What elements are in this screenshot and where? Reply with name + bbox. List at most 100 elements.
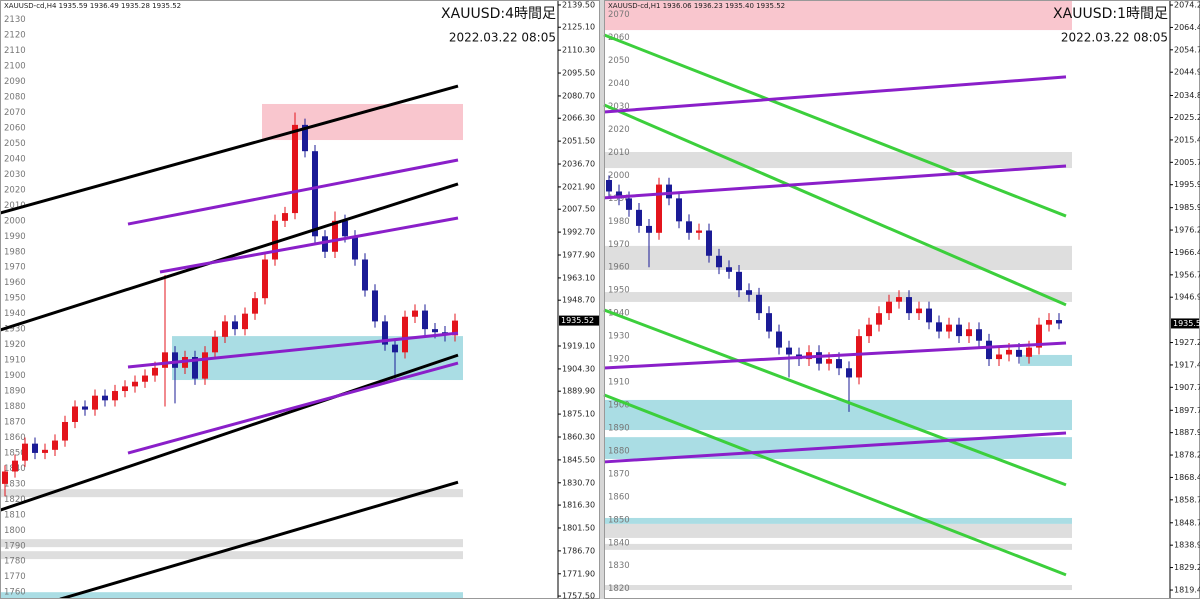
level-label: 2080 bbox=[4, 93, 26, 103]
y-tick-label: 1907.70 bbox=[1174, 383, 1200, 392]
level-label: 1880 bbox=[4, 402, 26, 412]
level-label: 2070 bbox=[608, 10, 630, 20]
trend-line bbox=[603, 431, 1067, 464]
y-tick-label: 1946.95 bbox=[1174, 293, 1200, 302]
candle-body bbox=[82, 406, 88, 410]
candle-body bbox=[12, 460, 18, 472]
last-price-label: 1935.52 bbox=[1173, 319, 1200, 328]
candle-body bbox=[122, 386, 128, 392]
candle-body bbox=[282, 213, 288, 221]
candle-body bbox=[656, 184, 662, 233]
y-tick-label: 2064.45 bbox=[1174, 23, 1200, 32]
candle-body bbox=[666, 184, 672, 199]
level-label: 1770 bbox=[4, 572, 26, 582]
chart-header: XAUUSD-cd,H4 1935.59 1936.49 1935.28 193… bbox=[4, 2, 181, 10]
candle-body bbox=[42, 449, 48, 453]
level-label: 2000 bbox=[608, 171, 630, 181]
candle-body bbox=[956, 324, 962, 337]
level-label: 1880 bbox=[608, 446, 630, 456]
y-tick-label: 1963.10 bbox=[562, 273, 595, 282]
candle-body bbox=[142, 375, 148, 382]
candle-body bbox=[232, 321, 238, 330]
last-price-label: 1935.52 bbox=[561, 316, 594, 325]
y-tick-label: 1904.30 bbox=[562, 364, 595, 373]
candle-body bbox=[102, 395, 108, 401]
candle-body bbox=[646, 225, 652, 233]
candle-body bbox=[402, 316, 408, 353]
candle-body bbox=[422, 310, 428, 330]
trend-line bbox=[603, 164, 1067, 200]
y-tick-label: 1875.10 bbox=[562, 410, 595, 419]
candle-body bbox=[222, 321, 228, 337]
level-label: 1930 bbox=[4, 325, 26, 335]
candle-body bbox=[202, 352, 208, 379]
chart-title: XAUUSD:4時間足 bbox=[441, 6, 556, 22]
candle-body bbox=[312, 151, 318, 237]
candle-body bbox=[916, 308, 922, 314]
level-label: 1960 bbox=[608, 263, 630, 273]
y-tick-label: 1956.70 bbox=[1174, 270, 1200, 279]
candle-body bbox=[706, 230, 712, 256]
candle-body bbox=[856, 336, 862, 378]
candle-body bbox=[816, 352, 822, 364]
y-tick-label: 1917.45 bbox=[1174, 360, 1200, 369]
candle-body bbox=[776, 331, 782, 348]
candle-body bbox=[866, 324, 872, 337]
level-label: 1980 bbox=[4, 247, 26, 257]
y-tick-label: 1985.95 bbox=[1174, 203, 1200, 212]
level-label: 1830 bbox=[4, 479, 26, 489]
level-label: 2040 bbox=[608, 79, 630, 89]
y-tick-label: 1919.10 bbox=[562, 341, 595, 350]
candle-body bbox=[192, 356, 198, 379]
y-tick-label: 1976.20 bbox=[1174, 226, 1200, 235]
level-label: 2050 bbox=[4, 139, 26, 149]
level-label: 1900 bbox=[4, 371, 26, 381]
candle-body bbox=[886, 301, 892, 314]
level-label: 1930 bbox=[608, 332, 630, 342]
trend-line bbox=[0, 182, 459, 332]
y-tick-label: 1819.40 bbox=[1174, 586, 1200, 595]
level-label: 1780 bbox=[4, 557, 26, 567]
trend-line bbox=[603, 33, 1067, 218]
candle-body bbox=[212, 336, 218, 353]
candle-body bbox=[172, 352, 178, 368]
level-label: 1950 bbox=[4, 294, 26, 304]
y-tick-label: 1830.70 bbox=[562, 478, 595, 487]
price-zone bbox=[604, 151, 1072, 169]
y-tick-label: 2110.30 bbox=[562, 46, 595, 55]
price-zone bbox=[1020, 354, 1072, 366]
candle-body bbox=[242, 313, 248, 330]
level-label: 1970 bbox=[608, 240, 630, 250]
level-label: 1870 bbox=[608, 469, 630, 479]
level-label: 2070 bbox=[4, 108, 26, 118]
y-tick-label: 1838.95 bbox=[1174, 541, 1200, 550]
price-zone bbox=[0, 551, 463, 560]
price-zone bbox=[0, 489, 463, 498]
candle-body bbox=[876, 313, 882, 325]
y-tick-label: 1771.90 bbox=[562, 569, 595, 578]
candle-body bbox=[322, 236, 328, 252]
level-label: 1900 bbox=[608, 400, 630, 410]
level-label: 1990 bbox=[4, 232, 26, 242]
level-label: 1860 bbox=[608, 492, 630, 502]
y-tick-label: 1977.90 bbox=[562, 251, 595, 260]
candle-body bbox=[896, 297, 902, 302]
candle-body bbox=[52, 440, 58, 450]
level-label: 1820 bbox=[608, 584, 630, 594]
y-tick-label: 2005.70 bbox=[1174, 158, 1200, 167]
price-zone bbox=[604, 584, 1072, 591]
y-tick-label: 1927.20 bbox=[1174, 338, 1200, 347]
y-tick-label: 2139.50 bbox=[562, 0, 595, 9]
y-tick-label: 1889.90 bbox=[562, 387, 595, 396]
trend-line bbox=[603, 393, 1067, 577]
level-label: 1870 bbox=[4, 417, 26, 427]
candle-body bbox=[92, 395, 98, 410]
trend-line bbox=[603, 341, 1067, 370]
candle-body bbox=[606, 179, 612, 192]
y-tick-label: 2054.70 bbox=[1174, 45, 1200, 54]
price-zone bbox=[604, 523, 1072, 538]
y-tick-label: 1860.30 bbox=[562, 432, 595, 441]
y-tick-label: 2051.50 bbox=[562, 137, 595, 146]
candle-body bbox=[976, 329, 982, 341]
y-tick-label: 1868.45 bbox=[1174, 473, 1200, 482]
